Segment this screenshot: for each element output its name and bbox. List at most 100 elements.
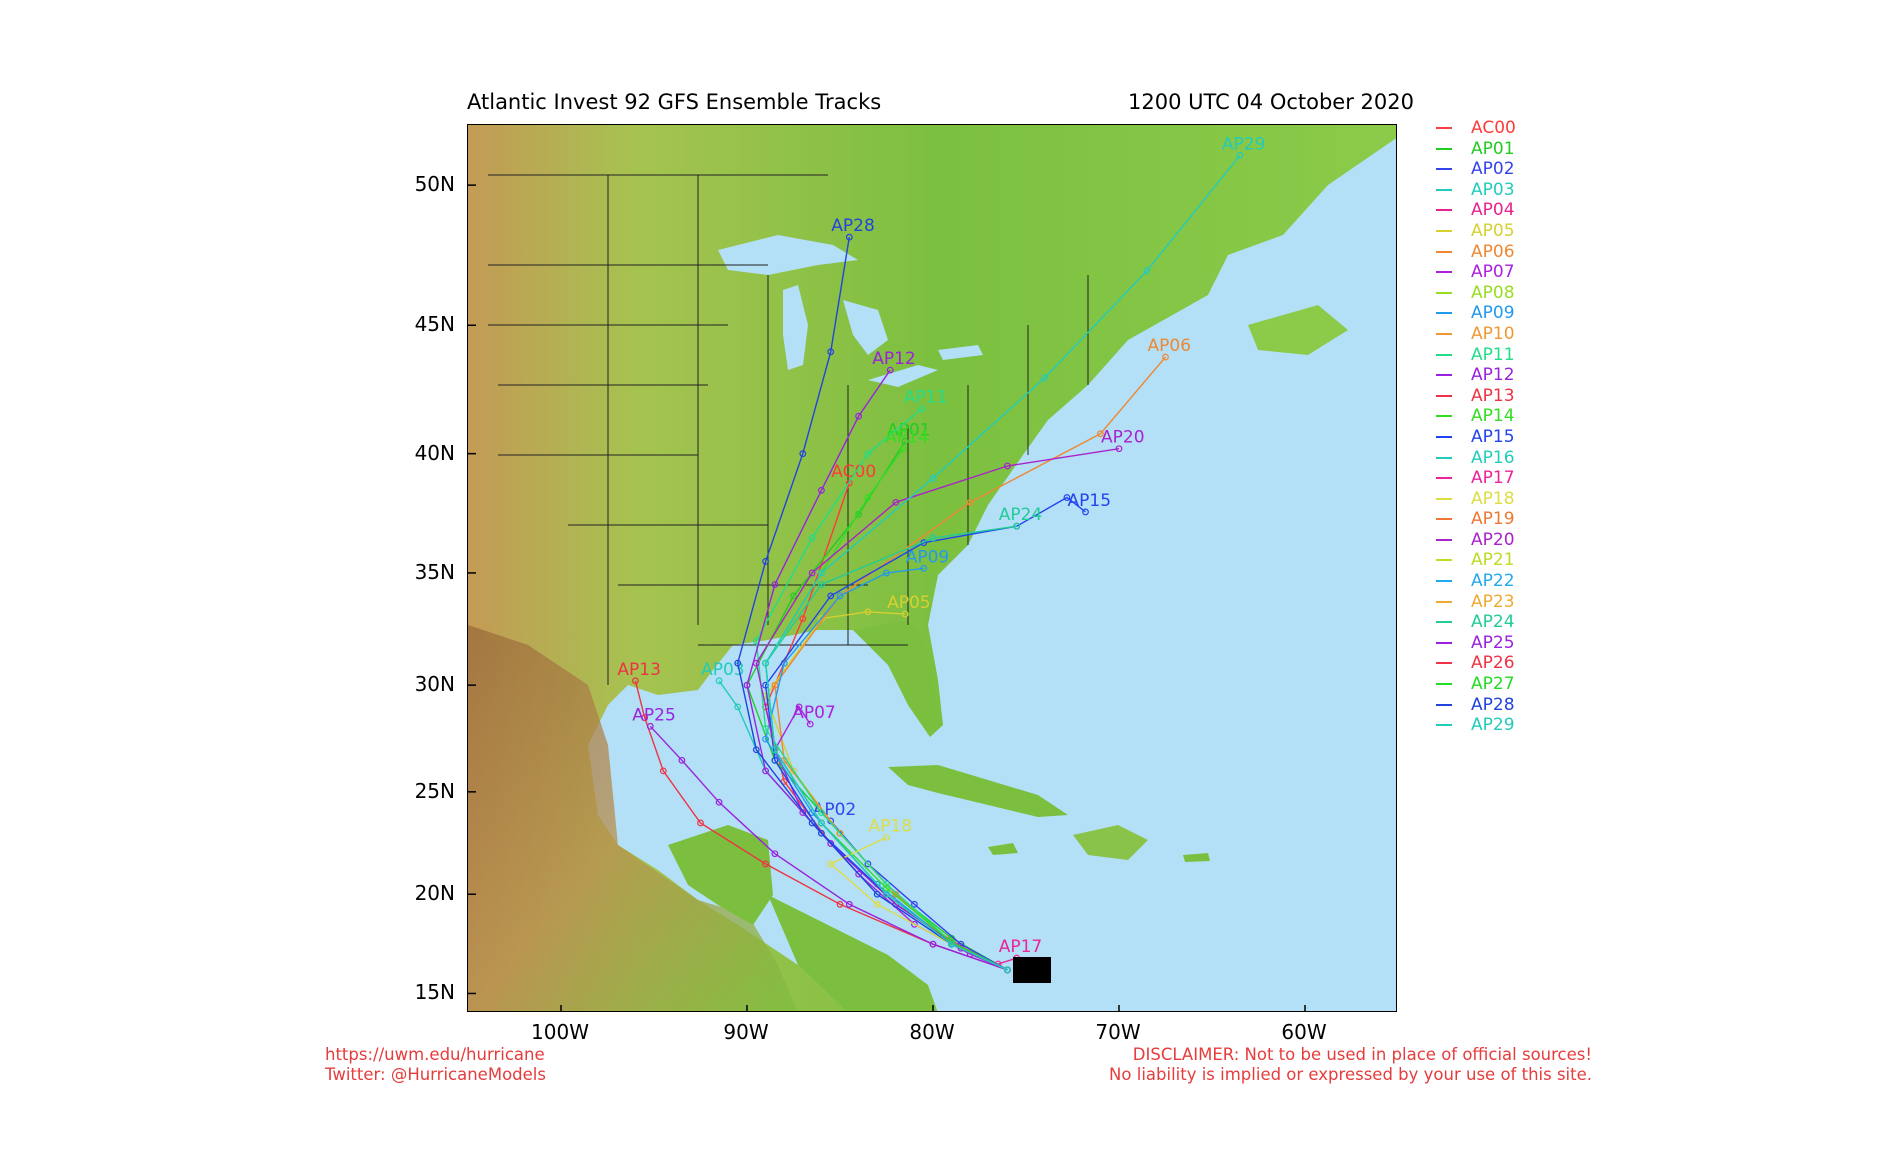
legend-item: AP19: [1436, 509, 1516, 530]
legend-item: AP24: [1436, 612, 1516, 633]
track-point: [771, 850, 779, 858]
track-line: [755, 408, 1008, 971]
track-point: [827, 840, 835, 847]
longitude-label: 80W: [909, 1020, 955, 1044]
legend-label: AP26: [1471, 653, 1515, 674]
storm-origin-marker: [1013, 957, 1051, 983]
track-point: [752, 746, 760, 754]
footer-disclaimer: DISCLAIMER: Not to be used in place of o…: [1090, 1045, 1592, 1085]
legend-label: AP08: [1471, 282, 1515, 303]
legend-item: AP09: [1436, 303, 1516, 324]
track-point: [1082, 508, 1089, 516]
lake-michigan: [783, 285, 808, 370]
track-end-label: AP17: [999, 937, 1043, 957]
track-end-label: AC00: [831, 462, 876, 482]
legend-swatch: [1436, 127, 1452, 129]
legend-label: AC00: [1471, 118, 1516, 138]
track-end-label: AP29: [1222, 134, 1266, 154]
legend-label: AP21: [1471, 550, 1515, 571]
footer-twitter-link[interactable]: Twitter: @HurricaneModels: [325, 1065, 546, 1084]
legend-swatch: [1436, 662, 1452, 665]
legend-label: AP20: [1471, 529, 1515, 550]
latitude-label: 20N: [414, 881, 455, 906]
legend-item: AP03: [1436, 180, 1516, 201]
legend-item: AP12: [1436, 365, 1516, 386]
track-point: [948, 940, 956, 948]
legend-label: AP13: [1471, 385, 1515, 406]
track-point: [1236, 151, 1244, 159]
legend-label: AP11: [1471, 344, 1515, 365]
latitude-label: 15N: [414, 980, 455, 1005]
puerto-rico: [1183, 853, 1210, 862]
legend-swatch: [1436, 168, 1452, 171]
yucatan: [668, 825, 773, 925]
track-point: [836, 829, 844, 837]
disclaimer-line-2: No liability is implied or expressed by …: [1109, 1065, 1592, 1084]
legend-swatch: [1436, 374, 1452, 377]
legend-swatch: [1436, 353, 1452, 356]
legend-item: AP13: [1436, 386, 1516, 407]
legend-item: AP07: [1436, 262, 1516, 283]
track-end-label: AP11: [904, 388, 948, 408]
legend-swatch: [1436, 538, 1452, 541]
track-point: [1041, 374, 1048, 382]
track-point: [1143, 267, 1151, 275]
track-end-label: AP09: [906, 547, 950, 567]
legend-item: AP11: [1436, 345, 1516, 366]
track-point: [771, 681, 779, 689]
track-point: [827, 348, 835, 356]
latitude-label: 35N: [414, 559, 455, 584]
longitude-label: 90W: [723, 1020, 769, 1044]
footer-url-link[interactable]: https://uwm.edu/hurricane: [325, 1045, 545, 1064]
track-line: [764, 154, 1241, 971]
state-borders: [488, 174, 1089, 685]
track-point: [864, 494, 872, 501]
track-point: [827, 592, 835, 600]
track-line: [736, 236, 1008, 971]
track-point: [929, 534, 937, 542]
track-point: [920, 564, 928, 572]
legend-swatch: [1436, 703, 1452, 706]
legend-label: AP12: [1471, 365, 1515, 386]
track-map[interactable]: AC00AP01AP02AP03AP05AP06AP07AP09AP11AP12…: [468, 125, 1397, 1012]
legend-item: AP27: [1436, 674, 1516, 695]
legend-label: AP09: [1471, 303, 1515, 324]
track-point: [855, 870, 863, 878]
legend-label: AP19: [1471, 509, 1515, 530]
graticule: [468, 184, 1306, 1011]
legend-item: AP26: [1436, 653, 1516, 674]
track-point: [734, 703, 742, 711]
lake-erie: [868, 365, 938, 387]
legend-item: AP06: [1436, 242, 1516, 263]
lake-ontario: [938, 345, 983, 360]
track-point: [873, 890, 881, 898]
legend-swatch: [1436, 415, 1452, 418]
legend-item: AP25: [1436, 633, 1516, 654]
legend-label: AP05: [1471, 220, 1515, 241]
track-end-label: AP14: [885, 428, 929, 448]
legend-label: AP27: [1471, 674, 1515, 695]
lake-huron: [843, 300, 888, 355]
legend-label: AP03: [1471, 179, 1515, 200]
track-point: [799, 450, 807, 458]
track-end-label: AP12: [872, 349, 916, 369]
track-point: [762, 735, 770, 743]
track-point: [697, 819, 704, 827]
latitude-label: 50N: [414, 172, 455, 197]
track-point: [873, 900, 881, 908]
track-point: [845, 233, 853, 241]
track-point: [1115, 445, 1123, 453]
track-end-label: AP01: [887, 420, 931, 440]
legend-item: AP04: [1436, 200, 1516, 221]
track-point: [743, 681, 751, 689]
legend-swatch: [1436, 621, 1452, 624]
latitude-label: 45N: [414, 312, 455, 337]
jamaica: [988, 843, 1018, 855]
map-panel[interactable]: AC00 AP01 AP02 AP03 AP05 AP06 AP07 AP09 AP11 AP12…: [467, 124, 1397, 1012]
track-point: [762, 767, 770, 775]
legend-label: AP17: [1471, 468, 1515, 489]
legend-swatch: [1436, 250, 1452, 253]
track-end-label: AP07: [792, 703, 836, 723]
legend-swatch: [1436, 209, 1452, 212]
track-end-label: AP06: [1148, 336, 1192, 356]
